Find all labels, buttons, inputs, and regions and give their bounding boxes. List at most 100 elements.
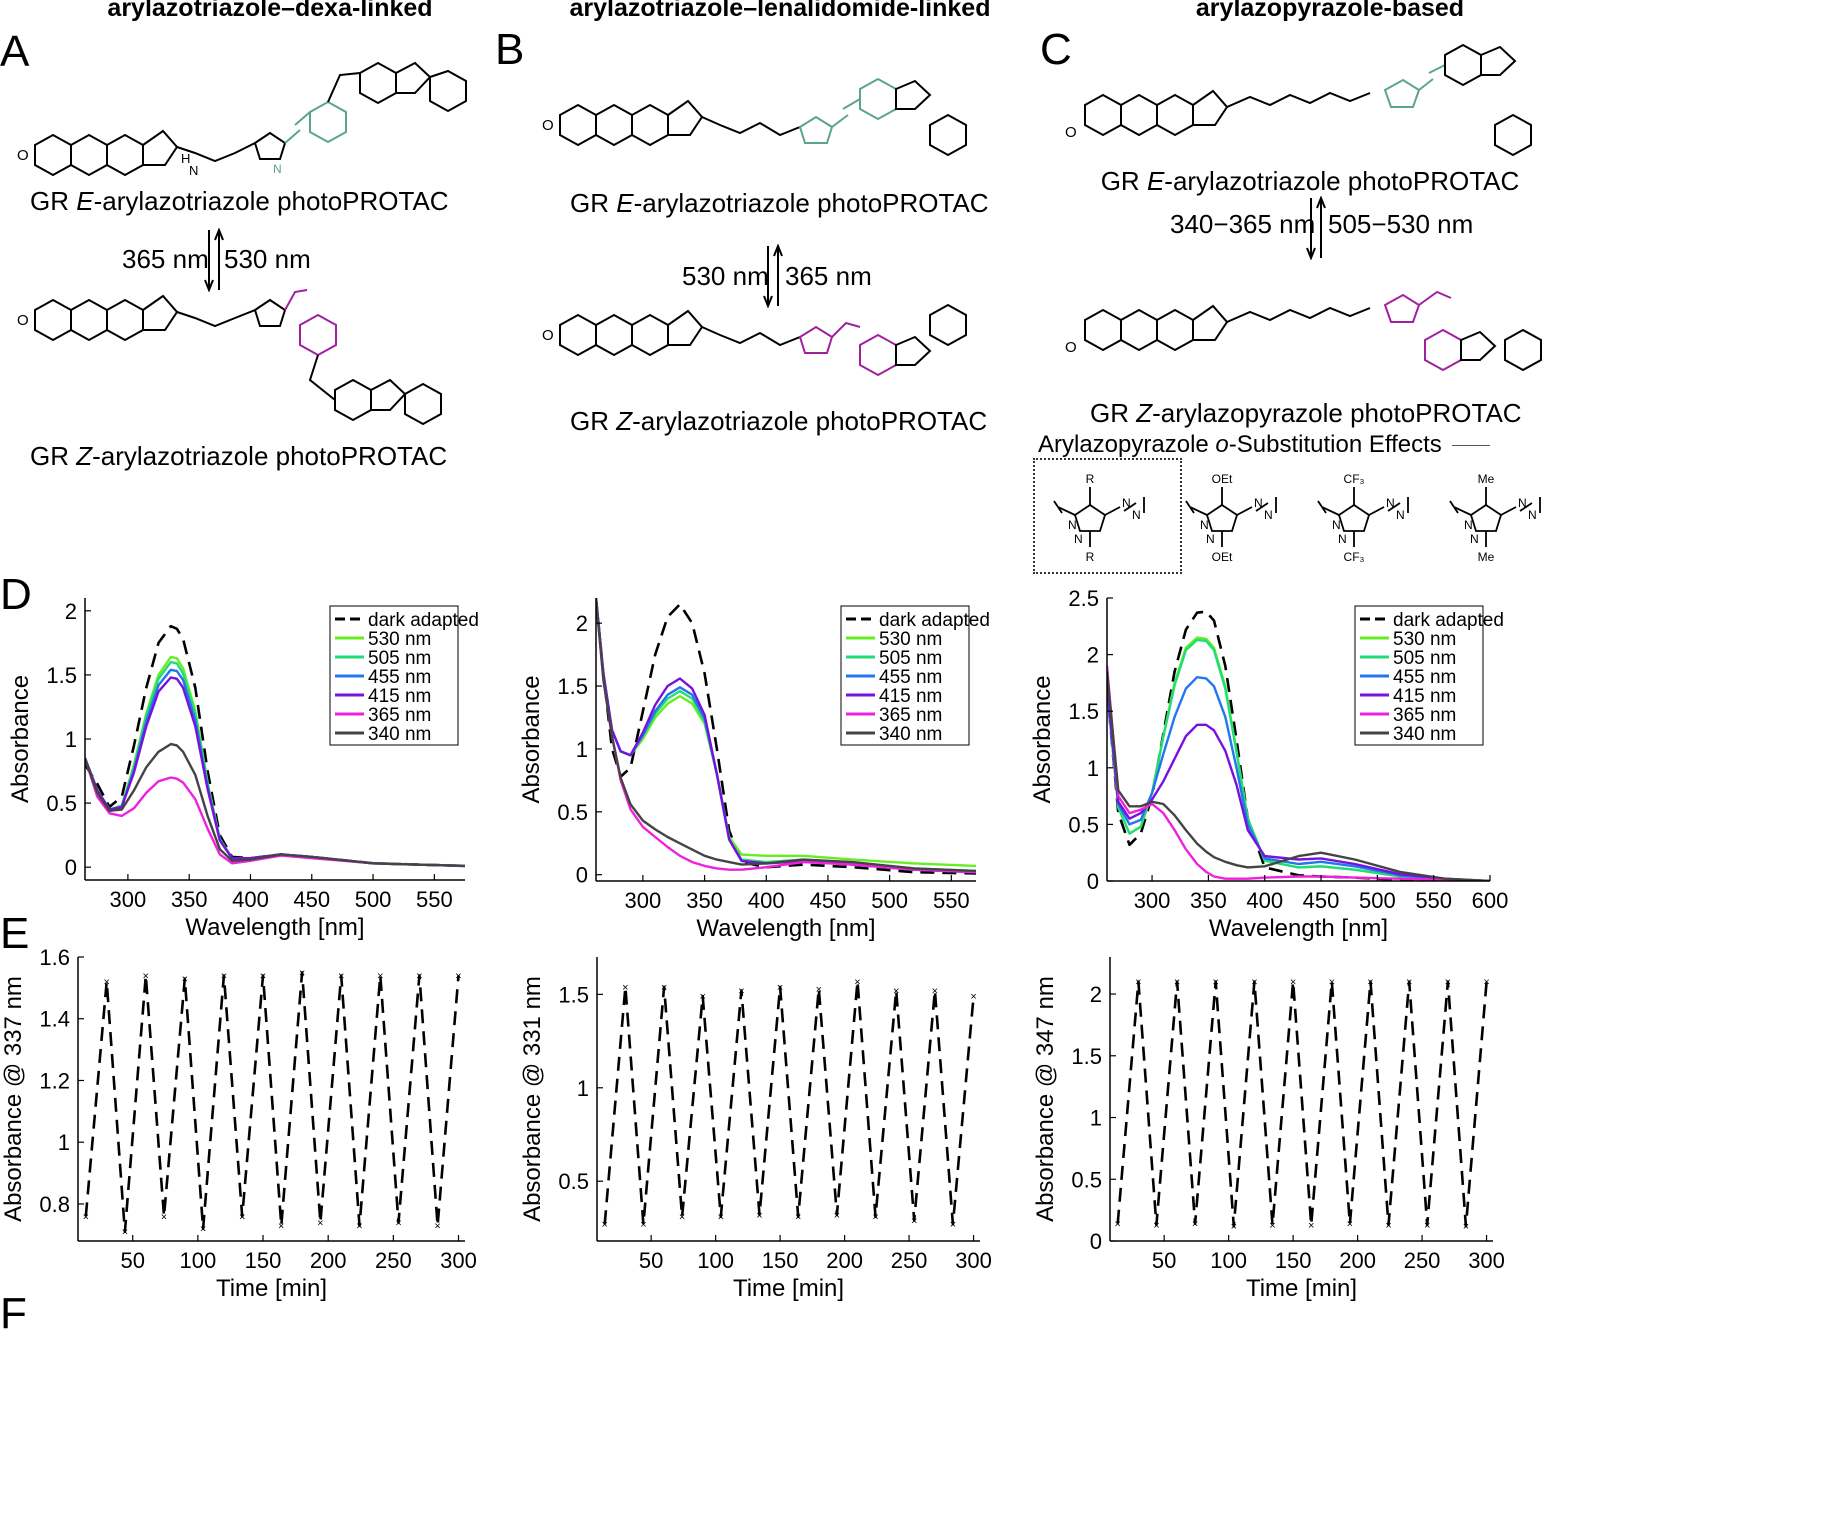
legend-label: 415 nm — [1393, 686, 1456, 707]
photoswitch-forward-b: 530 nm — [682, 261, 769, 291]
series-line-absorbance — [1116, 980, 1488, 1228]
data-point-marker: × — [1406, 977, 1412, 989]
legend-label: 455 nm — [1393, 667, 1456, 688]
legend-label: 455 nm — [879, 667, 942, 688]
y-tick-label: 2.5 — [1068, 586, 1099, 611]
x-tick-label: 500 — [871, 888, 908, 913]
legend-label: 340 nm — [1393, 724, 1456, 745]
legend-label: dark adapted — [1393, 610, 1504, 631]
svg-text:O: O — [1065, 124, 1077, 141]
y-tick-label: 0 — [576, 863, 588, 888]
y-tick-label: 1 — [1090, 1106, 1102, 1131]
svg-text:N: N — [1122, 496, 1131, 510]
data-point-marker: × — [200, 1224, 206, 1236]
data-point-marker: × — [377, 971, 383, 983]
y-tick-label: 0.5 — [1068, 812, 1099, 837]
svg-text:N: N — [1396, 508, 1405, 522]
x-axis-label: Time [min] — [1246, 1275, 1357, 1302]
y-tick-label: 1.5 — [1071, 1044, 1102, 1069]
svg-text:H: H — [181, 151, 190, 166]
svg-text:N: N — [1132, 508, 1141, 522]
data-point-marker: × — [1231, 1221, 1237, 1233]
y-tick-label: 1.6 — [39, 945, 70, 970]
panel-label-d: D — [0, 570, 32, 619]
series-line-505-nm — [1107, 638, 1490, 881]
x-tick-label: 150 — [1275, 1248, 1312, 1273]
x-tick-label: 250 — [375, 1248, 412, 1273]
series-line-340-nm — [1107, 671, 1490, 881]
y-tick-label: 1 — [58, 1130, 70, 1155]
substituent-bottom-label: CF₃ — [1344, 550, 1365, 564]
molecule-c-z-isomer: O — [1065, 290, 1542, 372]
data-point-marker: × — [1192, 1219, 1198, 1231]
data-point-marker: × — [317, 1217, 323, 1229]
data-point-marker: × — [122, 1227, 128, 1239]
chart-e1: × × × × × × × × × × × × × × × × × × × × 50 100 150 200 250 300 0.8… — [0, 945, 477, 1302]
x-tick-label: 200 — [826, 1248, 863, 1273]
chart-d3: 300 350 400 450 500 550 600 0 0.5 1 1.5 2 2.5 Wavelen… — [1029, 586, 1508, 942]
data-point-marker: × — [816, 984, 822, 996]
series-line-340-nm — [596, 598, 976, 873]
data-point-marker: × — [872, 1212, 878, 1224]
svg-text:N: N — [1254, 496, 1263, 510]
data-point-marker: × — [1385, 1220, 1391, 1232]
y-tick-label: 0.5 — [46, 791, 77, 816]
y-tick-label: 0 — [1090, 1229, 1102, 1254]
caption-c-e-isomer: GR E-arylazotriazole photoPROTAC — [1100, 166, 1520, 196]
substituent-bottom-label: R — [1086, 550, 1095, 564]
y-tick-label: 2 — [1087, 643, 1099, 668]
data-point-marker: × — [893, 986, 899, 998]
svg-text:N: N — [1464, 518, 1473, 532]
substituent-top-label: OEt — [1212, 472, 1233, 486]
legend-label: 505 nm — [879, 648, 942, 669]
photoswitch-forward-a: 365 nm — [122, 244, 209, 274]
molecule-b-e-isomer: O — [542, 77, 967, 157]
photoswitch-forward-c: 340−365 nm — [1170, 209, 1316, 239]
svg-text:N: N — [273, 162, 282, 176]
chart-e2: × × × × × × × × × × × × × × × × × × × × 50 100 150 200 250 300 0.5… — [519, 957, 992, 1302]
data-point-marker: × — [640, 1219, 646, 1231]
caption-a-e-isomer: GR E-arylazotriazole photoPROTAC — [30, 186, 449, 216]
svg-text:O: O — [1065, 339, 1077, 356]
data-point-marker: × — [299, 967, 305, 979]
svg-text:N: N — [1338, 532, 1347, 546]
data-point-marker: × — [83, 1211, 89, 1223]
x-axis-label: Wavelength [nm] — [185, 914, 364, 941]
svg-text:O: O — [542, 117, 554, 134]
data-point-marker: × — [1463, 1221, 1469, 1233]
data-point-marker: × — [395, 1217, 401, 1229]
data-point-marker: × — [738, 986, 744, 998]
legend-label: 340 nm — [879, 724, 942, 745]
substituent-top-label: Me — [1478, 472, 1495, 486]
series-line-455-nm — [1107, 676, 1490, 881]
y-tick-label: 1.5 — [1068, 699, 1099, 724]
panel-label-f: F — [0, 1289, 27, 1338]
x-tick-label: 550 — [1415, 888, 1452, 913]
x-tick-label: 600 — [1472, 888, 1509, 913]
data-point-marker: × — [338, 971, 344, 983]
svg-text:N: N — [1200, 518, 1209, 532]
molecule-b-z-isomer: O — [542, 303, 967, 377]
data-point-marker: × — [260, 971, 266, 983]
x-tick-label: 200 — [1339, 1248, 1376, 1273]
photoswitch-reverse-c: 505−530 nm — [1328, 209, 1474, 239]
x-tick-label: 150 — [245, 1248, 282, 1273]
x-tick-label: 550 — [416, 887, 453, 912]
x-tick-label: 350 — [1190, 888, 1227, 913]
legend-label: 505 nm — [368, 648, 431, 669]
substituent-row: N N N N R R N N N N OEt OEt N N N N CF₃ CF₃ N N N N Me Me — [1040, 465, 1570, 565]
y-tick-label: 1 — [1087, 756, 1099, 781]
svg-text:N: N — [1264, 508, 1273, 522]
chart-d1: 300 350 400 450 500 550 0 0.5 1 1.5 2 Wavelength [n… — [7, 598, 479, 941]
x-axis-label: Wavelength [nm] — [696, 915, 875, 942]
x-tick-label: 500 — [355, 887, 392, 912]
header-dexa-linked: arylazotriazole–dexa-linked — [107, 0, 433, 22]
legend-label: 530 nm — [879, 629, 942, 650]
molecule-c-e-isomer: O — [1065, 43, 1532, 157]
svg-text:O: O — [17, 312, 29, 329]
